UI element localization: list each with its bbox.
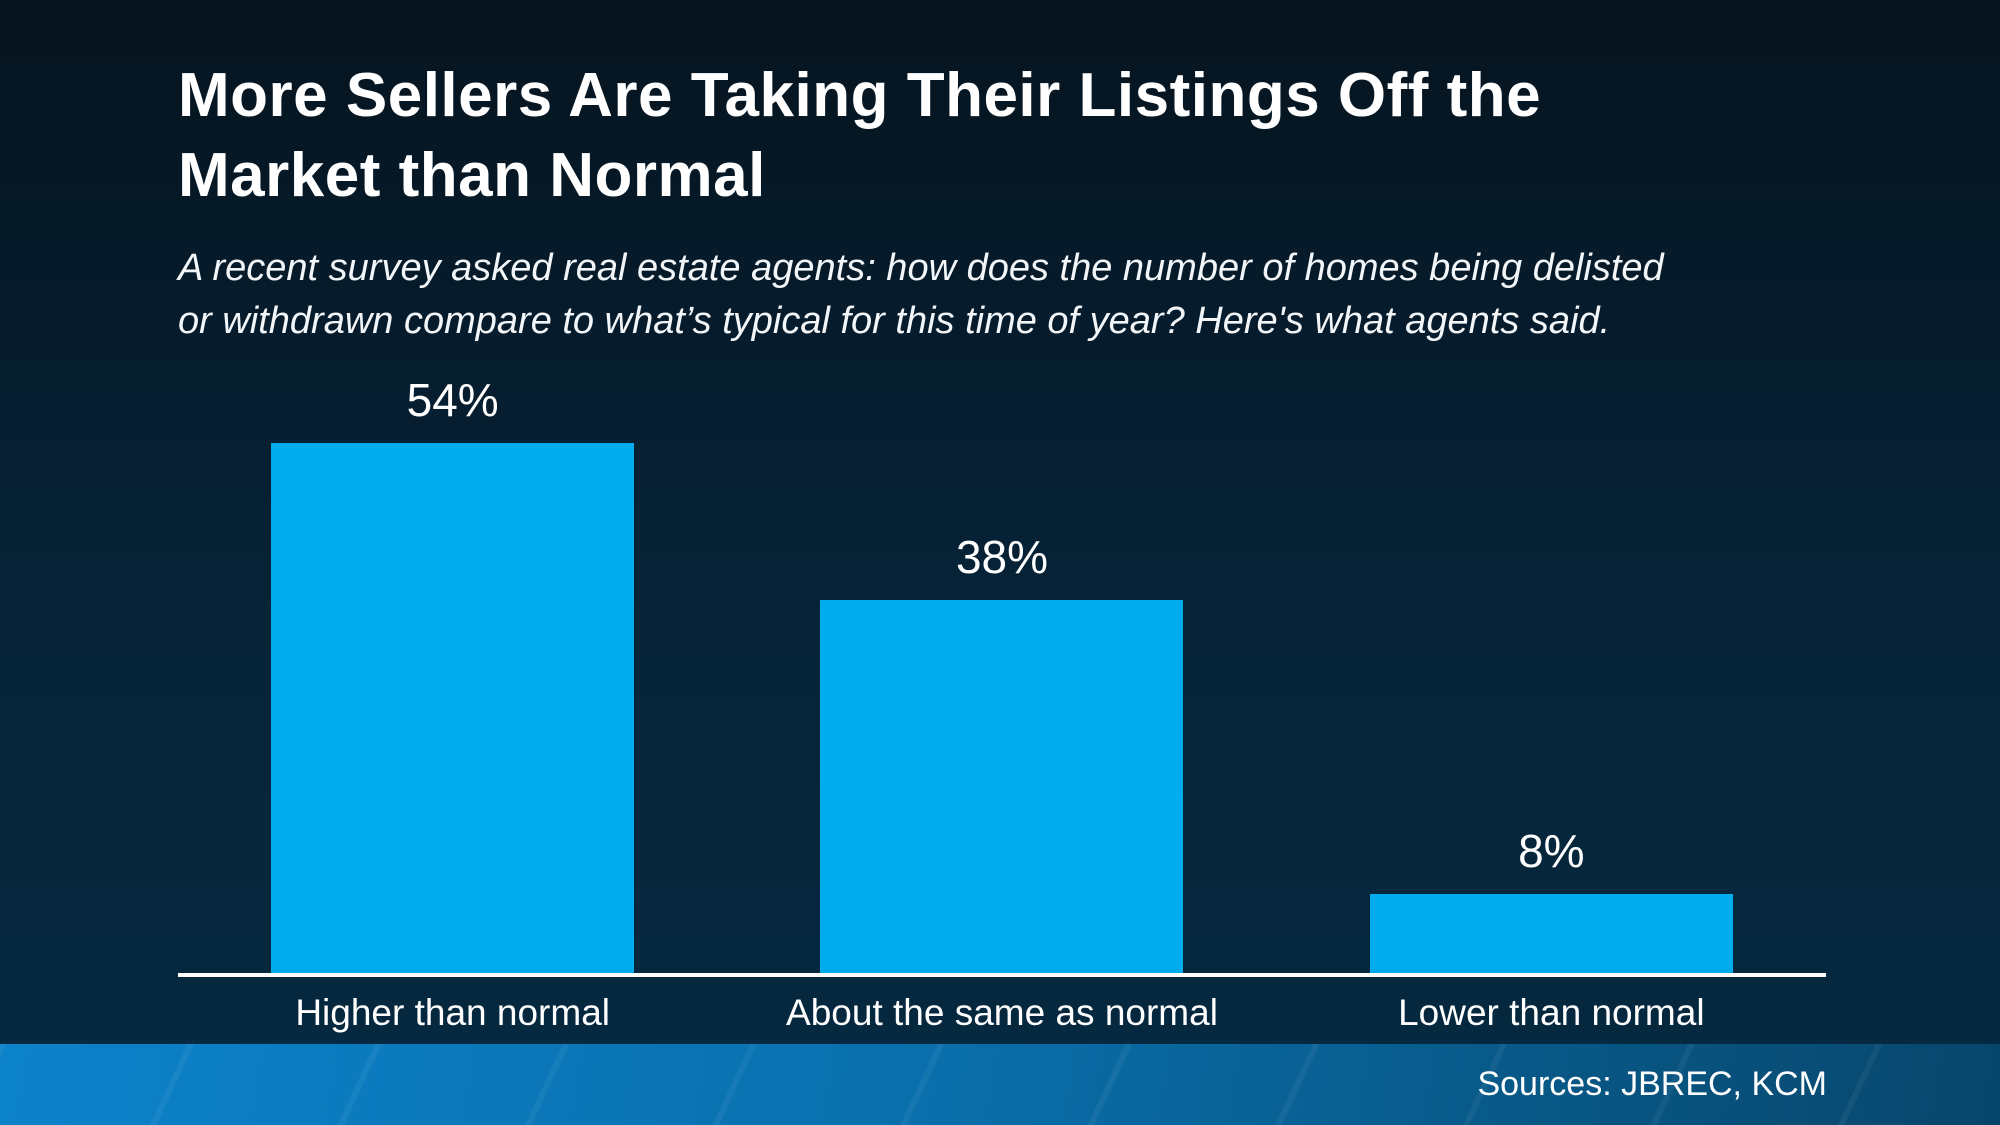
bar-chart: 54% 38% 8% [178,360,1826,973]
bar-column-higher-than-normal: 54% [178,360,727,973]
x-axis-line [178,973,1826,977]
footer-bar: Sources: JBREC, KCM [0,1044,2000,1125]
data-label: 54% [406,374,499,426]
bar-about-same-as-normal [820,600,1184,973]
category-label-lower-than-normal: Lower than normal [1398,992,1705,1033]
sources-text: Sources: JBREC, KCM [1477,1065,1827,1103]
bar-column-lower-than-normal: 8% [1277,360,1826,973]
bar-higher-than-normal [271,443,635,973]
title-line-2: Market than Normal [178,141,766,210]
bar-lower-than-normal [1369,894,1733,973]
header: More Sellers Are Taking Their Listings O… [178,56,1858,348]
data-label: 38% [955,531,1049,583]
x-axis-labels: Higher than normal About the same as nor… [178,992,1826,1034]
category-label-about-same-as-normal: About the same as normal [786,992,1218,1033]
subtitle: A recent survey asked real estate agents… [178,242,1858,348]
data-label: 8% [1518,825,1585,877]
subtitle-line-2: or withdrawn compare to what’s typical f… [178,300,1611,342]
page-title: More Sellers Are Taking Their Listings O… [178,56,1858,216]
title-line-1: More Sellers Are Taking Their Listings O… [178,61,1542,130]
bar-column-about-same-as-normal: 38% [727,360,1276,973]
subtitle-line-1: A recent survey asked real estate agents… [178,247,1664,289]
category-label-higher-than-normal: Higher than normal [295,992,610,1033]
